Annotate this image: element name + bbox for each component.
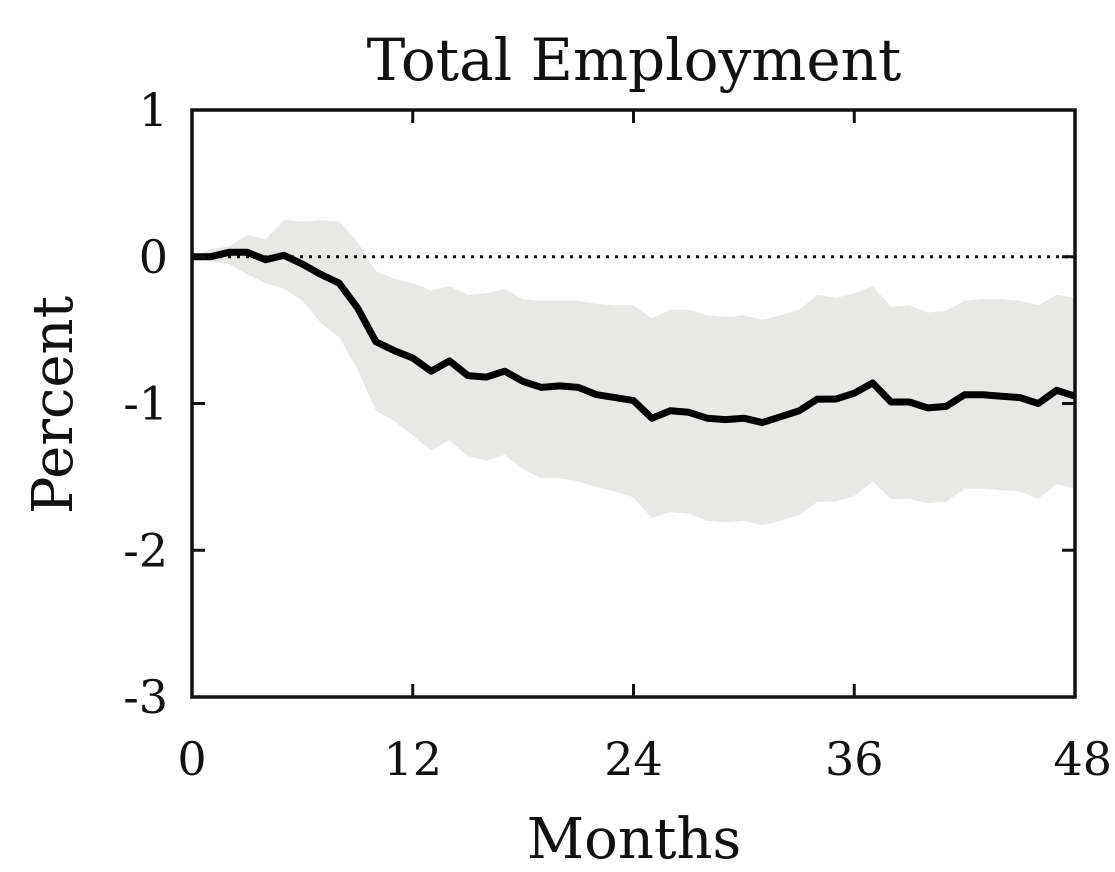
y-tick-label: -2	[123, 523, 168, 577]
series-line	[192, 248, 1077, 427]
x-tick-label: 24	[604, 732, 663, 786]
x-tick-label: 48	[1053, 732, 1112, 786]
confidence-band	[192, 220, 1075, 526]
x-axis-label: Months	[527, 807, 741, 872]
y-tick-label: -3	[123, 670, 168, 724]
y-axis-label: Percent	[21, 295, 86, 514]
y-tick-label: 0	[139, 230, 168, 284]
plot-area	[192, 220, 1077, 526]
y-axis-ticks: 1 0 -1 -2 -3	[123, 83, 1075, 724]
chart-title: Total Employment	[367, 26, 902, 94]
x-tick-label: 12	[383, 732, 442, 786]
y-tick-label: 1	[139, 83, 168, 137]
x-tick-label: 36	[825, 732, 884, 786]
y-tick-label: -1	[123, 377, 168, 431]
x-axis-ticks: 0 12 24 36 48	[177, 110, 1112, 786]
x-tick-label: 0	[177, 732, 206, 786]
